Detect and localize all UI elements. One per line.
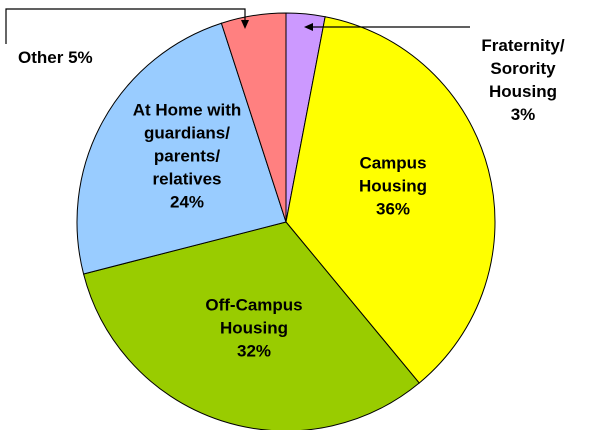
category-label: Other bbox=[18, 48, 64, 67]
category-label: Campus Housing bbox=[359, 153, 427, 196]
value-label: 3% bbox=[510, 105, 536, 124]
leader-line bbox=[5, 8, 246, 44]
slice-label: Fraternity/ Sorority Housing 3% bbox=[463, 34, 583, 126]
category-label: At Home with guardians/ parents/ relativ… bbox=[132, 100, 242, 189]
leader-arrow bbox=[241, 20, 249, 29]
leader-arrow bbox=[304, 23, 313, 31]
category-label: Off-Campus Housing bbox=[205, 295, 303, 338]
slice-label: Off-Campus Housing 32% bbox=[202, 294, 307, 363]
pie-slice bbox=[220, 12, 287, 223]
slice-label: At Home with guardians/ parents/ relativ… bbox=[122, 99, 252, 214]
pie-slice bbox=[82, 221, 420, 430]
value-label: 32% bbox=[236, 341, 272, 361]
value-label: 5% bbox=[68, 48, 93, 67]
value-label: 36% bbox=[375, 199, 411, 219]
slice-label: Campus Housing 36% bbox=[333, 152, 453, 221]
slice-label: Other 5% bbox=[18, 46, 93, 69]
value-label: 24% bbox=[169, 192, 205, 212]
category-label: Fraternity/ Sorority Housing bbox=[481, 36, 565, 101]
pie-slice bbox=[76, 22, 287, 275]
pie-slice bbox=[285, 16, 496, 384]
